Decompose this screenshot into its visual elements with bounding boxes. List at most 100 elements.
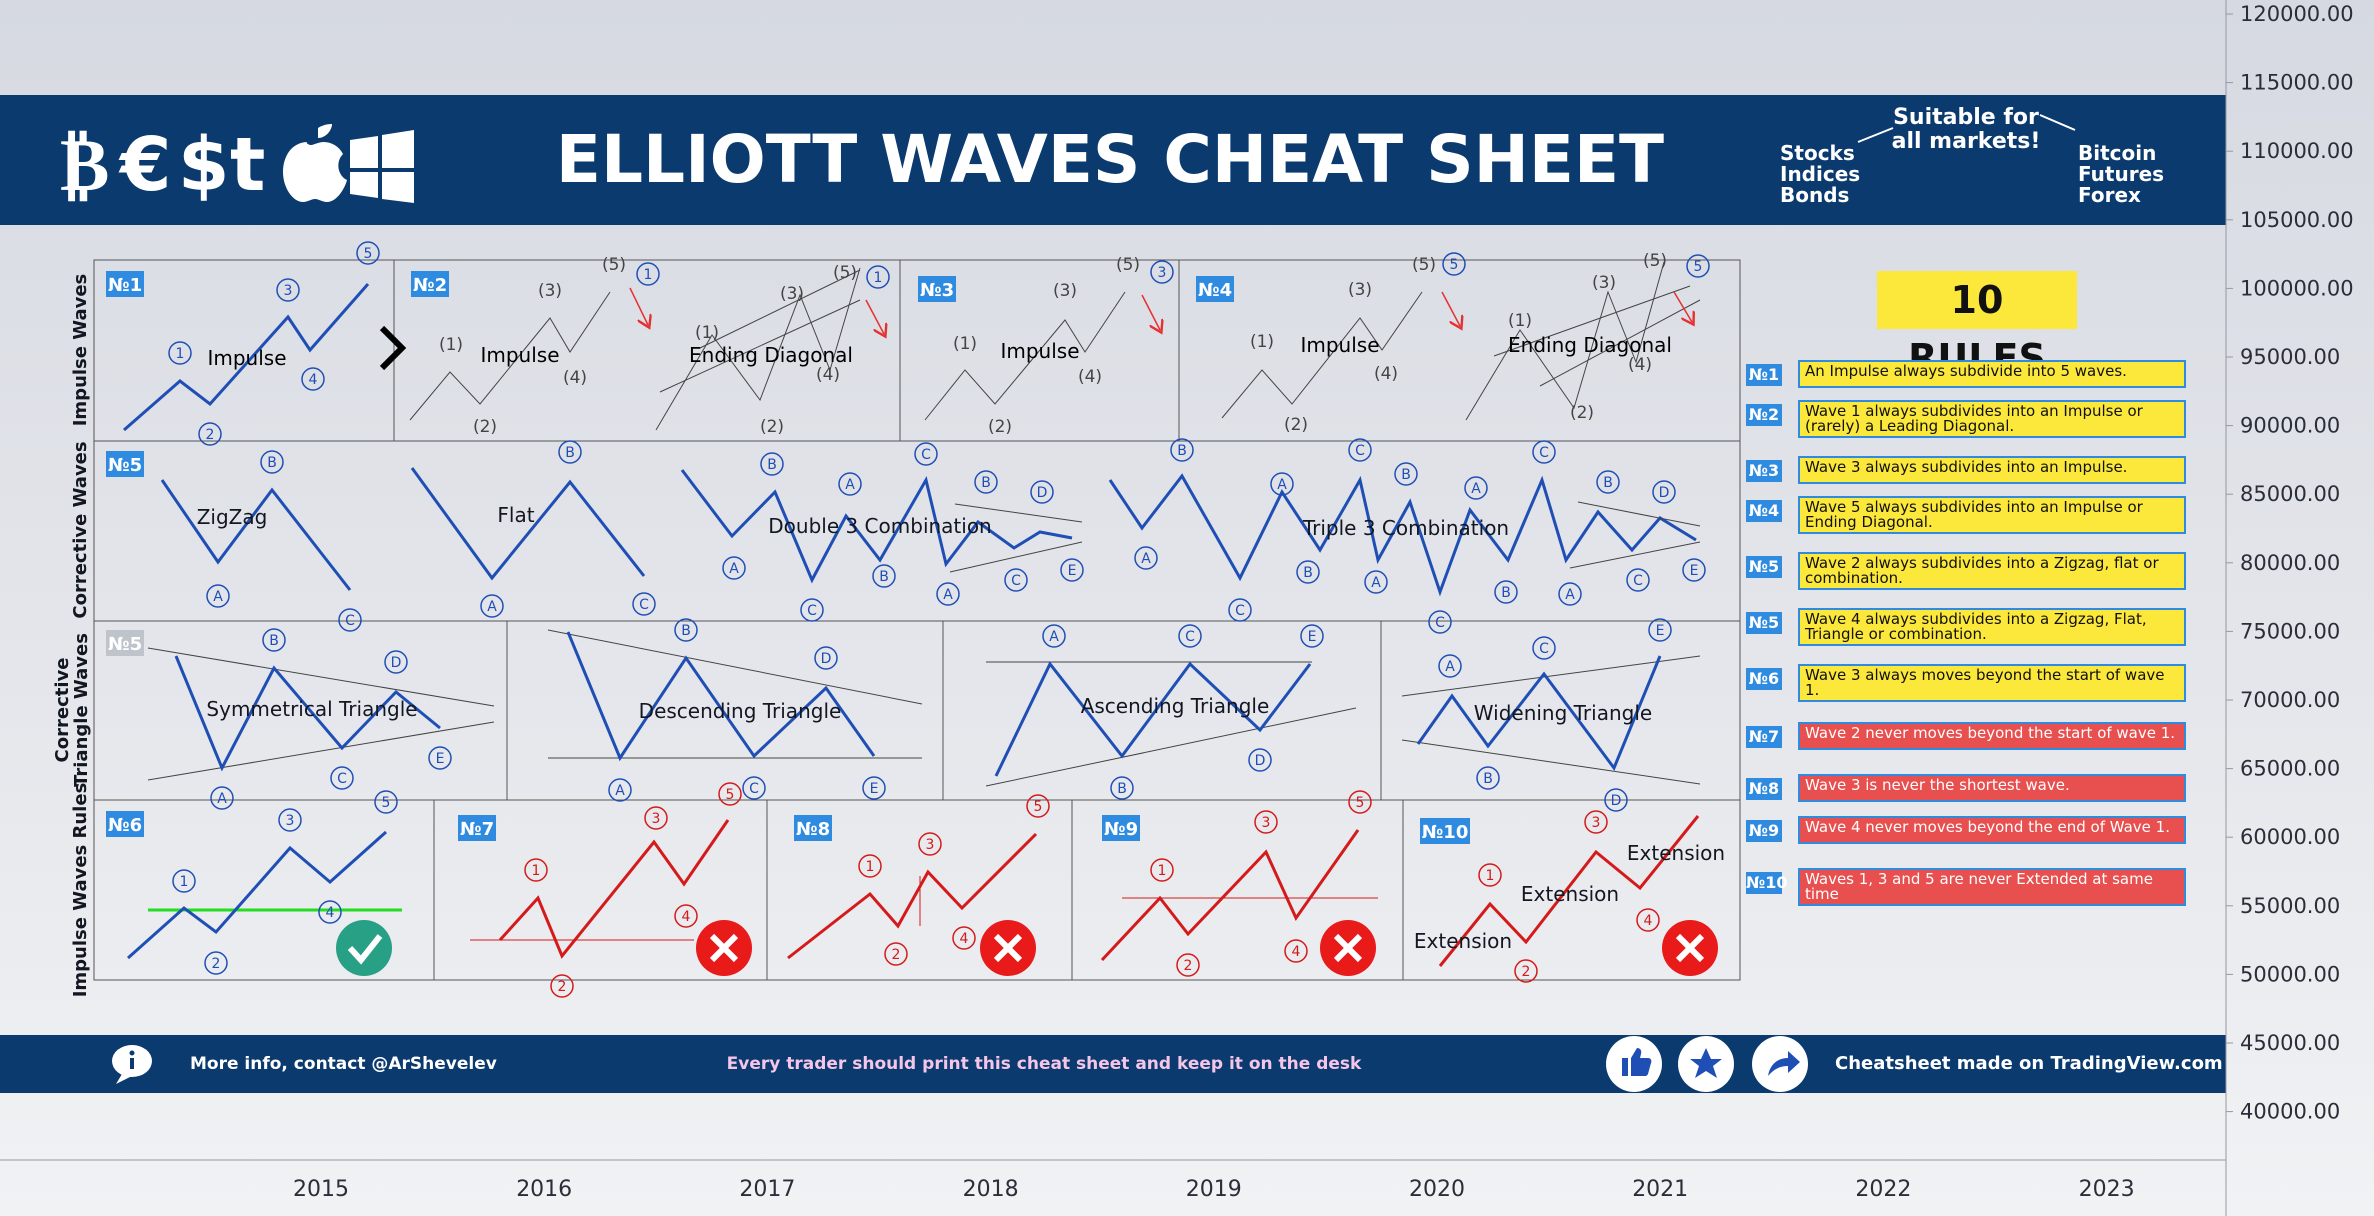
time-tick-label: 2016 [516, 1177, 572, 1202]
time-axis[interactable]: 2015 2016 2017 2018 2019 2020 2021 2022 2023 [0, 1159, 2226, 1202]
svg-text:A: A [729, 561, 739, 577]
label-zigzag: ZigZag [197, 505, 268, 529]
svg-text:(2): (2) [988, 417, 1012, 437]
apple-icon [283, 124, 347, 202]
rule-text: Waves 1, 3 and 5 are never Extended at s… [1798, 868, 2186, 906]
rule-item: №2 Wave 1 always subdivides into an Impul… [1746, 400, 2196, 444]
svg-text:(3): (3) [780, 284, 804, 304]
star-icon [1690, 1048, 1722, 1078]
svg-text:5: 5 [1694, 259, 1703, 275]
price-tick-label: 105000.00 [2240, 208, 2354, 232]
svg-text:4: 4 [309, 372, 318, 388]
price-axis[interactable]: 120000.00 115000.00 110000.00 105000.00 1000… [2225, 0, 2354, 1216]
rule-item: №1 An Impulse always subdivide into 5 wav… [1746, 360, 2196, 404]
svg-text:5: 5 [1034, 799, 1043, 815]
rule-number: №10 [1746, 872, 1788, 894]
svg-text:(4): (4) [1628, 355, 1652, 375]
chevron-right-icon [379, 325, 407, 371]
svg-text:(2): (2) [1570, 403, 1594, 423]
price-tick-label: 80000.00 [2240, 551, 2340, 575]
contact-link[interactable]: More info, contact @ArShevelev [190, 1054, 497, 1074]
svg-text:D: D [821, 651, 832, 667]
svg-text:A: A [1445, 659, 1455, 675]
svg-text:C: C [921, 447, 931, 463]
favorite-button[interactable] [1678, 1036, 1734, 1092]
rule-text: An Impulse always subdivide into 5 waves… [1798, 360, 2186, 388]
svg-text:B: B [681, 623, 691, 639]
svg-text:A: A [615, 783, 625, 799]
svg-text:(2): (2) [473, 417, 497, 437]
badge-7: №7 [460, 819, 494, 840]
label-ending-1: Ending Diagonal [689, 343, 853, 367]
svg-text:A: A [1049, 629, 1059, 645]
svg-text:5: 5 [1356, 795, 1365, 811]
label-extension-1: Extension [1414, 929, 1512, 953]
section-impulse: Impulse Waves [70, 274, 91, 427]
svg-text:C: C [1355, 443, 1365, 459]
svg-text:(1): (1) [1508, 311, 1532, 331]
svg-text:E: E [1068, 563, 1077, 579]
market-left-0: Stocks [1780, 141, 1855, 165]
page-title: ELLIOTT WAVES CHEAT SHEET [556, 121, 1664, 198]
rule-item: №6 Wave 3 always moves beyond the start o… [1746, 664, 2196, 708]
label-impulse-4: Impulse [1300, 333, 1379, 357]
svg-text:2: 2 [212, 956, 221, 972]
svg-text:(4): (4) [816, 365, 840, 385]
svg-text:C: C [1633, 573, 1643, 589]
rule-number: №7 [1746, 726, 1782, 748]
badge-5: №5 [108, 455, 142, 476]
rule-item: №4 Wave 5 always subdivides into an Impul… [1746, 496, 2196, 540]
rule-number: №8 [1746, 778, 1782, 800]
label-double3: Double 3 Combination [768, 514, 992, 538]
label-impulse-1: Impulse [207, 346, 286, 370]
svg-text:C: C [749, 781, 759, 797]
label-ending-2: Ending Diagonal [1508, 333, 1672, 357]
svg-text:1: 1 [176, 346, 185, 362]
svg-text:(3): (3) [1592, 273, 1616, 293]
svg-text:4: 4 [1644, 913, 1653, 929]
svg-text:A: A [1471, 481, 1481, 497]
svg-text:D: D [1659, 485, 1670, 501]
price-tick-label: 90000.00 [2240, 414, 2340, 438]
svg-text:5: 5 [382, 795, 391, 811]
like-button[interactable] [1606, 1036, 1662, 1092]
rule-text: Wave 2 never moves beyond the start of w… [1798, 722, 2186, 750]
market-right-2: Forex [2078, 183, 2141, 207]
time-tick-label: 2015 [293, 1177, 349, 1202]
svg-text:(4): (4) [563, 368, 587, 388]
label-flat: Flat [497, 503, 534, 527]
svg-text:5: 5 [364, 246, 373, 262]
svg-text:1: 1 [874, 270, 883, 286]
price-tick-label: 110000.00 [2240, 139, 2354, 163]
badge-1: №1 [108, 275, 142, 296]
svg-text:(1): (1) [439, 335, 463, 355]
price-tick-label: 65000.00 [2240, 757, 2340, 781]
share-button[interactable] [1752, 1036, 1808, 1092]
rule-text: Wave 3 is never the shortest wave. [1798, 774, 2186, 802]
suitable-line2: all markets! [1892, 129, 2041, 154]
rule-number: №5 [1746, 612, 1782, 634]
made-on-link[interactable]: Cheatsheet made on TradingView.com [1835, 1053, 2223, 1074]
market-left-2: Bonds [1780, 183, 1849, 207]
svg-text:(1): (1) [1250, 332, 1274, 352]
grid-frame [93, 259, 1741, 981]
label-impulse-3: Impulse [1000, 339, 1079, 363]
tesla-icon: t [230, 122, 265, 208]
label-desc-triangle: Descending Triangle [639, 699, 842, 723]
svg-text:4: 4 [326, 905, 335, 921]
svg-text:4: 4 [682, 909, 691, 925]
rule-text: Wave 4 never moves beyond the end of Wav… [1798, 816, 2186, 844]
svg-text:1: 1 [1158, 863, 1167, 879]
svg-text:C: C [1435, 615, 1445, 631]
price-tick-label: 120000.00 [2240, 2, 2354, 26]
share-icon [1768, 1051, 1800, 1076]
suitable-line1: Suitable for [1893, 105, 2039, 130]
svg-text:3: 3 [1592, 815, 1601, 831]
market-right-1: Futures [2078, 162, 2164, 186]
price-tick-label: 70000.00 [2240, 688, 2340, 712]
svg-text:C: C [1539, 641, 1549, 657]
rule-item: №5 Wave 4 always subdivides into a Zigzag… [1746, 608, 2196, 652]
badge-6: №6 [108, 815, 142, 836]
footer-message: Every trader should print this cheat she… [727, 1054, 1362, 1074]
rules-title: 10 RULES [1877, 271, 2077, 380]
